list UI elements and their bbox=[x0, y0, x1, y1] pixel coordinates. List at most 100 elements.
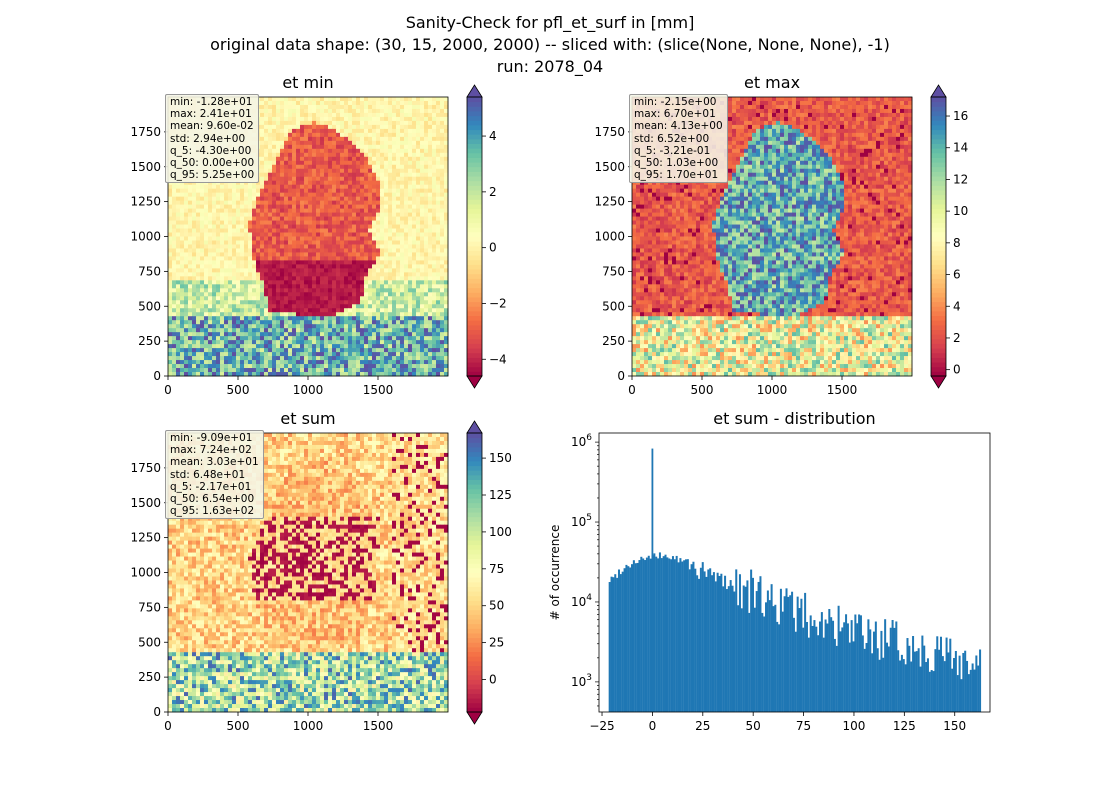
histogram-bar bbox=[655, 556, 658, 712]
y-axis-label: # of occurrence bbox=[548, 525, 562, 621]
colorbar-tick-label: −2 bbox=[489, 296, 507, 310]
colorbar-tick-label: 12 bbox=[953, 172, 968, 186]
y-tick-label: 250 bbox=[602, 334, 625, 348]
histogram-bar bbox=[865, 643, 868, 712]
histogram-bar bbox=[779, 588, 782, 712]
x-tick-label: 75 bbox=[796, 719, 811, 733]
histogram-bar bbox=[876, 648, 879, 712]
histogram-bar bbox=[899, 660, 902, 712]
histogram-bar bbox=[746, 580, 749, 712]
histogram-bar bbox=[703, 571, 706, 712]
histogram-bar bbox=[891, 620, 894, 712]
stats-line: q_50: 1.03e+00 bbox=[634, 157, 719, 170]
histogram-bar bbox=[688, 569, 691, 712]
y-tick-label: 104 bbox=[571, 593, 592, 609]
histogram-bar bbox=[686, 559, 689, 712]
histogram-bar bbox=[805, 621, 808, 712]
histogram-bar bbox=[854, 614, 857, 712]
histogram-bar bbox=[882, 657, 885, 712]
x-tick-label: 1000 bbox=[293, 719, 324, 733]
stats-line: std: 2.94e+00 bbox=[170, 132, 246, 145]
histogram-bar bbox=[729, 580, 732, 712]
histogram-bar bbox=[915, 651, 918, 712]
y-tick-label: 1500 bbox=[130, 496, 161, 510]
y-tick-label: 1750 bbox=[130, 125, 161, 139]
histogram-bar bbox=[632, 560, 635, 712]
histogram-bar bbox=[768, 600, 771, 712]
histogram-bar bbox=[830, 617, 833, 712]
stats-line: q_5: -4.30e+00 bbox=[170, 144, 252, 157]
histogram-bar bbox=[642, 558, 645, 712]
histogram-bar bbox=[967, 674, 970, 712]
histogram-bar bbox=[750, 569, 753, 712]
x-tick-label: 0 bbox=[164, 719, 172, 733]
histogram-bar bbox=[832, 620, 835, 712]
colorbar-tick-label: 75 bbox=[489, 562, 504, 576]
stats-line: std: 6.52e+00 bbox=[634, 132, 710, 145]
histogram-bar bbox=[800, 598, 803, 712]
colorbar-extend-min bbox=[466, 375, 483, 389]
histogram-bar bbox=[817, 635, 820, 712]
stats-line: min: -2.15e+00 bbox=[634, 96, 717, 108]
histogram-bar bbox=[638, 560, 641, 712]
histogram-bar bbox=[886, 642, 889, 712]
colorbar-tick-label: 50 bbox=[489, 599, 504, 613]
histogram-bar bbox=[666, 557, 669, 712]
x-tick-label: 1500 bbox=[363, 383, 394, 397]
colorbar: 0 25 50 75 100 125 150 bbox=[466, 420, 512, 725]
histogram-bar bbox=[737, 605, 740, 712]
histogram-bar bbox=[923, 645, 926, 712]
histogram-bar bbox=[634, 563, 637, 712]
histogram-bar bbox=[835, 645, 838, 712]
colorbar-extend-max bbox=[466, 420, 483, 434]
colorbar-tick-label: −4 bbox=[489, 352, 507, 366]
panel-title: et sum - distribution bbox=[713, 409, 875, 428]
histogram-bar bbox=[973, 669, 976, 712]
histogram-bar bbox=[917, 648, 920, 712]
histogram-bar bbox=[733, 591, 736, 712]
y-tick-label: 0 bbox=[153, 705, 161, 719]
histogram-bar bbox=[763, 616, 766, 712]
histogram-bar bbox=[653, 553, 656, 712]
y-tick-label: 1250 bbox=[130, 195, 161, 209]
histogram-bar bbox=[612, 577, 615, 712]
figure-title-line-1: Sanity-Check for pfl_et_surf in [mm] bbox=[405, 13, 695, 32]
histogram-spike-bar bbox=[651, 448, 654, 712]
histogram-bar bbox=[670, 559, 673, 712]
histogram-bar bbox=[820, 612, 823, 712]
figure-title-line-3: run: 2078_04 bbox=[496, 57, 604, 76]
axes-frame bbox=[598, 432, 991, 713]
histogram-bar bbox=[850, 620, 853, 712]
colorbar-frame bbox=[466, 96, 483, 377]
histogram-bars bbox=[608, 448, 982, 712]
histogram-bar bbox=[962, 652, 965, 712]
histogram-bar bbox=[616, 577, 619, 712]
histogram-bar bbox=[755, 591, 758, 712]
colorbar-tick-label: 100 bbox=[489, 525, 512, 539]
colorbar-tick-label: 6 bbox=[953, 268, 961, 282]
stats-line: min: -9.09e+01 bbox=[170, 432, 253, 444]
stats-line: q_50: 0.00e+00 bbox=[170, 157, 255, 170]
histogram-bar bbox=[954, 650, 957, 712]
histogram-bar bbox=[833, 638, 836, 712]
histogram-bar bbox=[858, 614, 861, 712]
x-tick-label: 0 bbox=[164, 383, 172, 397]
histogram-bar bbox=[826, 623, 829, 712]
y-tick-label: 750 bbox=[138, 600, 161, 614]
histogram-bar bbox=[919, 666, 922, 712]
histogram-bar bbox=[871, 653, 874, 712]
histogram-bar bbox=[947, 652, 950, 712]
histogram-bar bbox=[716, 572, 719, 712]
x-tick-label: 0 bbox=[649, 719, 657, 733]
histogram-bar bbox=[979, 649, 982, 712]
histogram-bar bbox=[720, 573, 723, 712]
histogram-bar bbox=[694, 568, 697, 712]
histogram-bar bbox=[895, 621, 898, 712]
colorbar-tick-label: 14 bbox=[953, 141, 968, 155]
histogram-bar bbox=[792, 617, 795, 712]
histogram-bar bbox=[856, 623, 859, 712]
histogram-bar bbox=[783, 596, 786, 712]
histogram-bar bbox=[765, 602, 768, 712]
stats-line: max: 7.24e+02 bbox=[170, 444, 252, 457]
y-tick-label: 750 bbox=[138, 264, 161, 278]
